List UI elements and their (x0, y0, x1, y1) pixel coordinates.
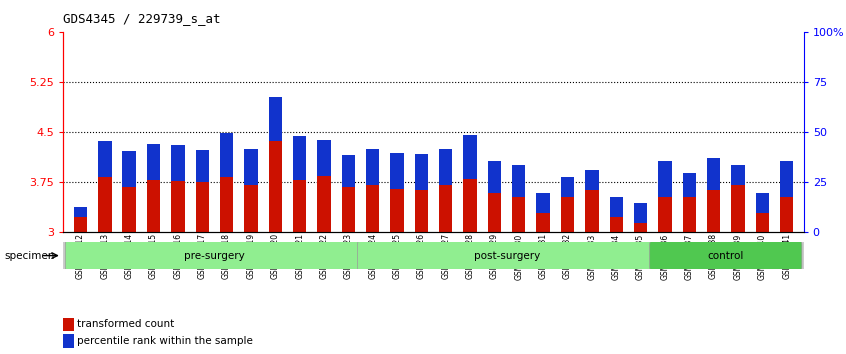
Bar (244, 149, 258, 185)
Text: control: control (707, 251, 744, 261)
Bar (63, 318, 74, 331)
Bar (755, 193, 769, 213)
Bar (366, 185, 379, 232)
Bar (561, 177, 574, 196)
Bar (147, 144, 160, 180)
Bar (220, 133, 233, 177)
Bar (780, 197, 794, 232)
Text: post-surgery: post-surgery (474, 251, 540, 261)
Bar (366, 149, 379, 185)
Bar (74, 217, 87, 232)
Text: percentile rank within the sample: percentile rank within the sample (77, 336, 253, 346)
Bar (195, 182, 209, 232)
Text: pre-surgery: pre-surgery (184, 251, 244, 261)
Bar (464, 179, 477, 232)
Bar (415, 154, 428, 190)
Bar (293, 136, 306, 180)
Bar (658, 161, 672, 197)
Bar (585, 170, 599, 190)
Bar (244, 185, 258, 232)
Bar (536, 193, 550, 213)
Bar (683, 197, 696, 232)
Bar (220, 177, 233, 232)
Bar (63, 334, 74, 348)
Bar (171, 144, 184, 181)
Bar (536, 213, 550, 232)
FancyBboxPatch shape (65, 239, 364, 272)
Text: GDS4345 / 229739_s_at: GDS4345 / 229739_s_at (63, 12, 221, 25)
Bar (731, 165, 744, 185)
Bar (585, 190, 599, 232)
Bar (731, 185, 744, 232)
Bar (293, 180, 306, 232)
Bar (123, 187, 136, 232)
Bar (439, 149, 453, 185)
Text: specimen: specimen (4, 251, 55, 261)
Bar (780, 161, 794, 197)
Bar (707, 158, 720, 190)
Bar (390, 189, 404, 232)
Bar (342, 187, 355, 232)
FancyBboxPatch shape (650, 239, 802, 272)
Bar (342, 155, 355, 187)
FancyBboxPatch shape (358, 239, 656, 272)
Bar (171, 181, 184, 232)
Bar (98, 141, 112, 177)
Bar (488, 193, 501, 232)
Bar (609, 197, 623, 217)
Bar (147, 180, 160, 232)
Bar (390, 153, 404, 189)
Bar (658, 197, 672, 232)
Bar (123, 150, 136, 187)
Bar (74, 207, 87, 217)
Bar (439, 185, 453, 232)
Bar (488, 161, 501, 193)
Bar (634, 223, 647, 232)
Bar (609, 217, 623, 232)
Bar (707, 190, 720, 232)
Bar (98, 177, 112, 232)
Bar (317, 140, 331, 176)
Bar (464, 135, 477, 179)
Bar (317, 176, 331, 232)
Bar (195, 150, 209, 182)
Bar (683, 173, 696, 197)
Bar (561, 196, 574, 232)
Bar (268, 97, 282, 141)
Bar (268, 141, 282, 232)
Bar (755, 213, 769, 232)
Text: transformed count: transformed count (77, 319, 174, 329)
Bar (512, 196, 525, 232)
Bar (634, 203, 647, 223)
Bar (415, 190, 428, 232)
Bar (512, 165, 525, 196)
